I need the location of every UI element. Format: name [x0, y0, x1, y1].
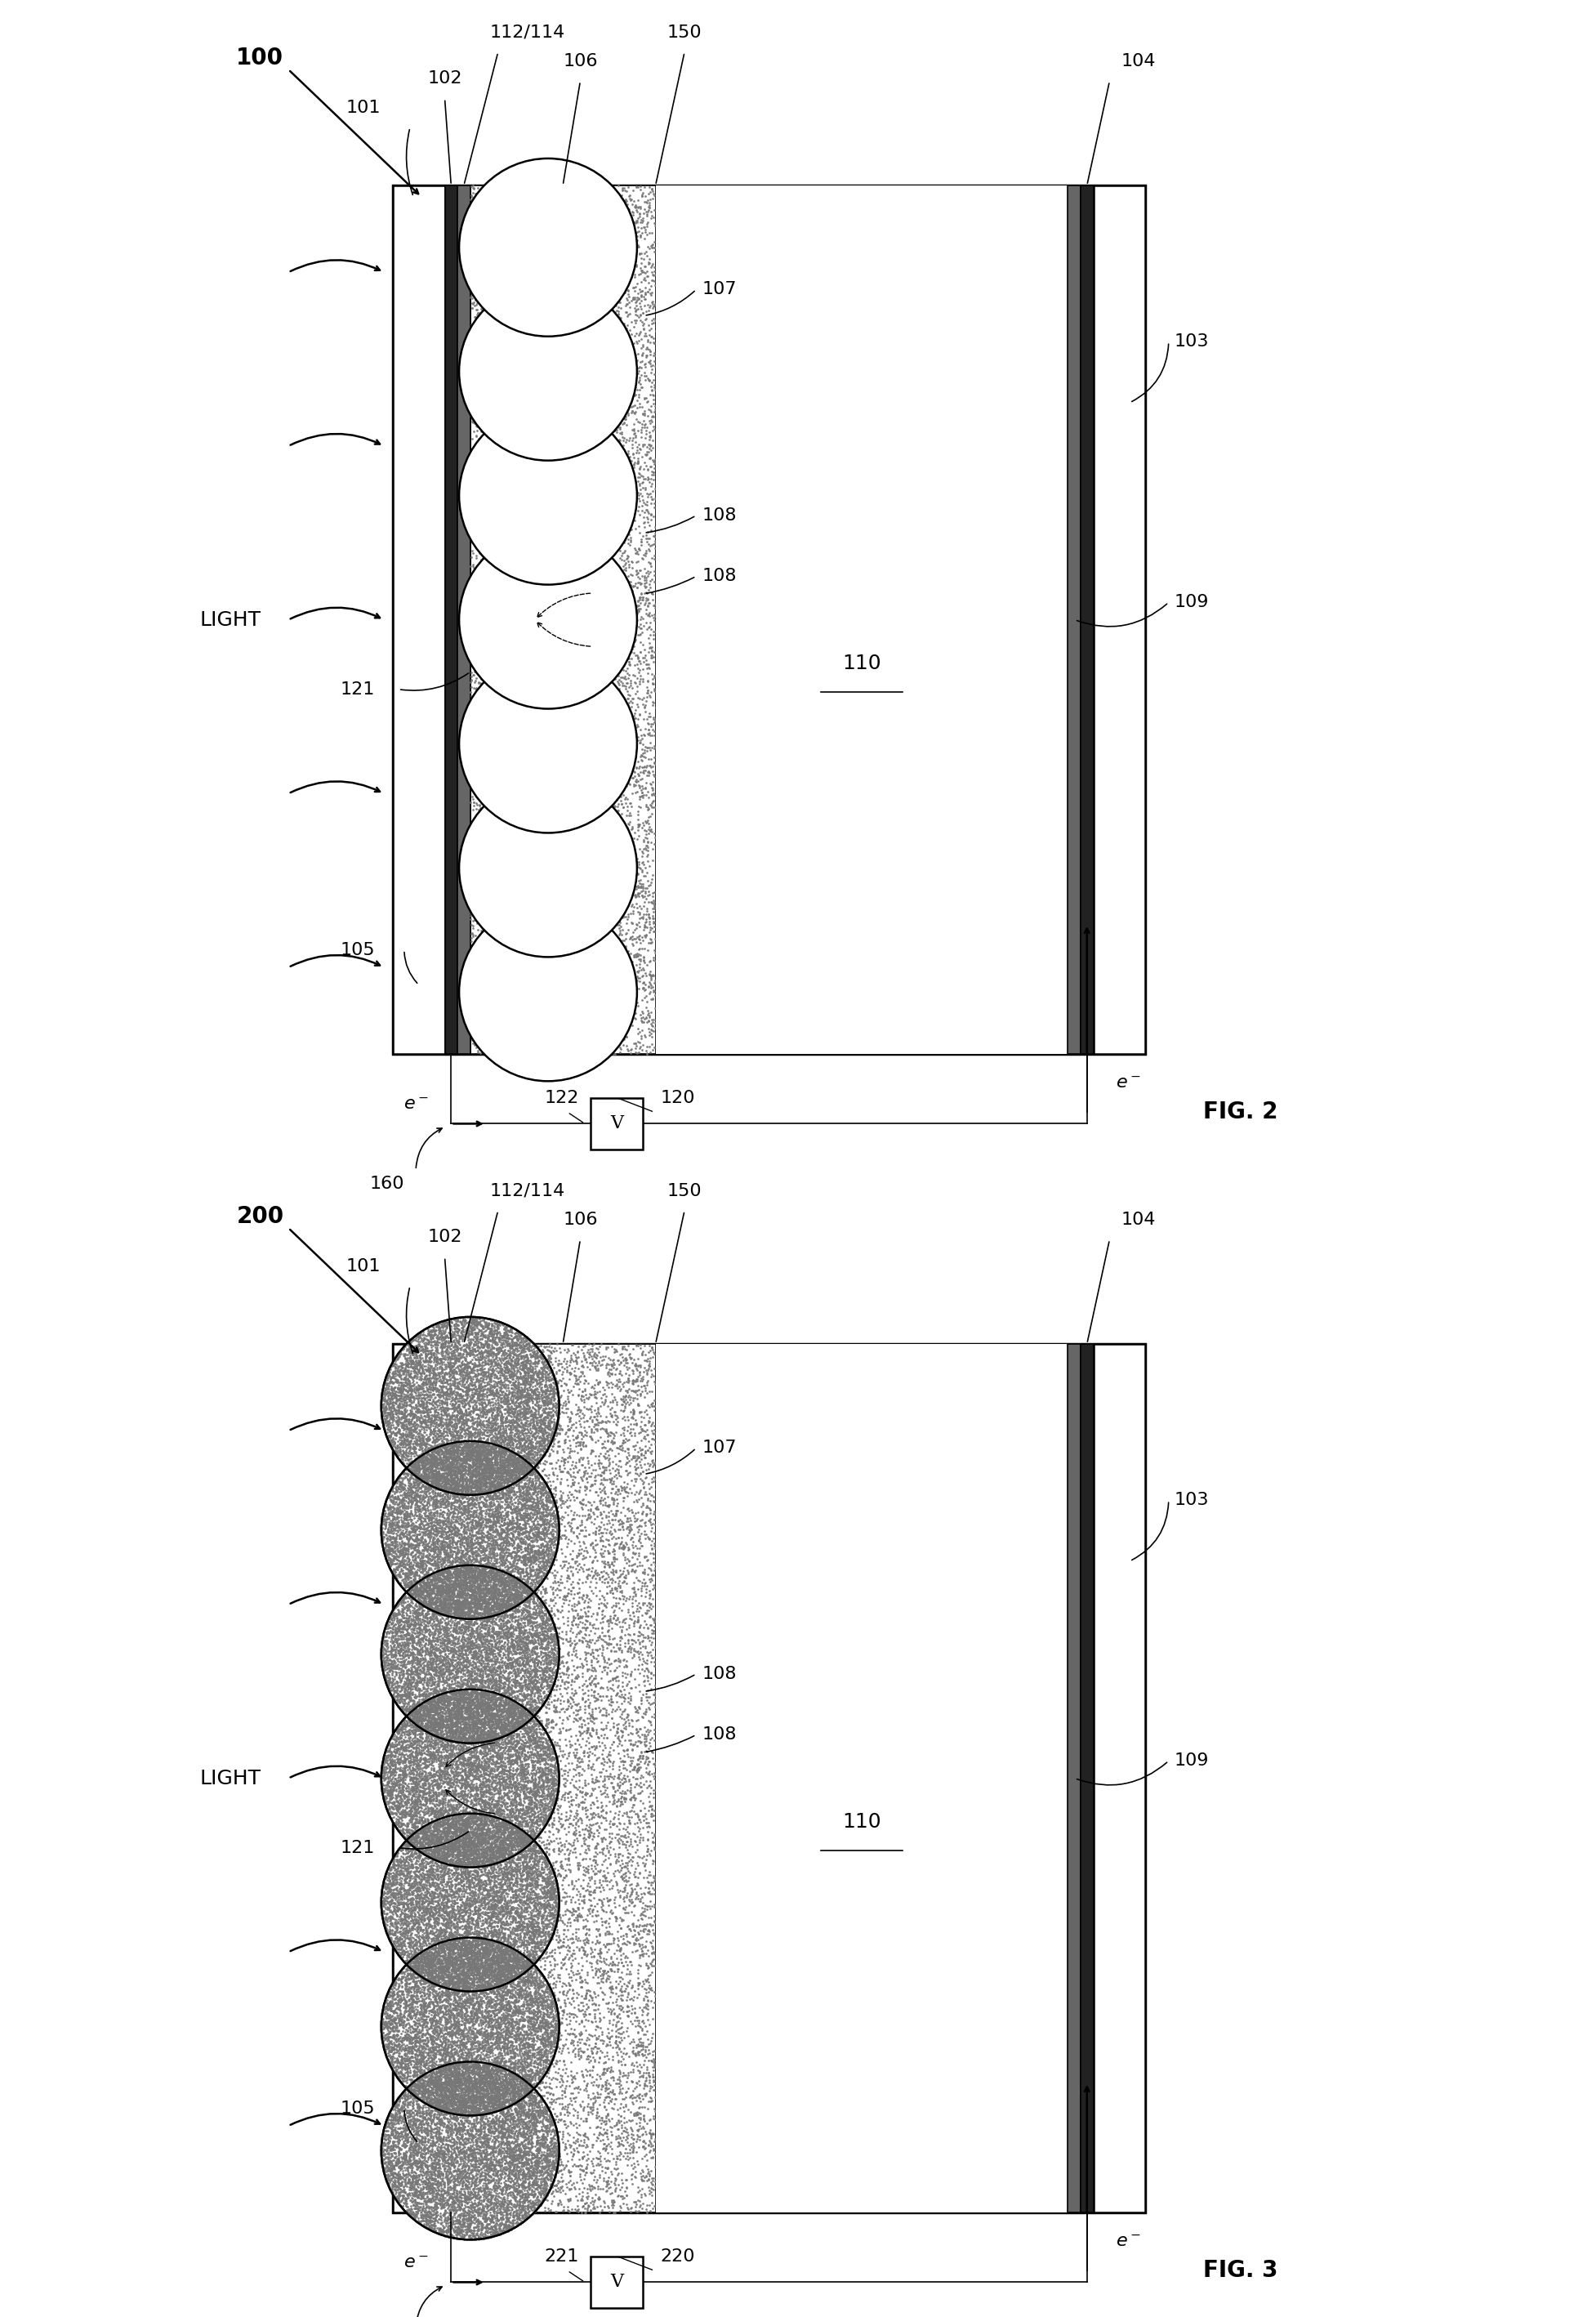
Text: $e^-$: $e^-$: [1116, 1075, 1141, 1091]
Circle shape: [381, 1937, 559, 2115]
Text: 121: 121: [340, 1840, 375, 1856]
Text: 109: 109: [1175, 593, 1210, 612]
Text: 107: 107: [702, 280, 737, 299]
Text: FIG. 2: FIG. 2: [1203, 1101, 1278, 1124]
Text: 109: 109: [1175, 1752, 1210, 1770]
Circle shape: [381, 1316, 559, 1494]
Text: 100: 100: [236, 46, 284, 70]
Text: 112/114: 112/114: [490, 1182, 565, 1200]
Text: 105: 105: [340, 2099, 375, 2118]
Circle shape: [460, 531, 637, 709]
Text: LIGHT: LIGHT: [200, 1768, 262, 1789]
Text: 108: 108: [702, 568, 737, 584]
Bar: [471, 185, 656, 1054]
Bar: [393, 185, 445, 1054]
Text: LIGHT: LIGHT: [200, 609, 262, 630]
Bar: [656, 1344, 1068, 2213]
Bar: [656, 185, 1068, 1054]
Text: 101: 101: [346, 100, 381, 116]
Circle shape: [460, 656, 637, 832]
Circle shape: [381, 2062, 559, 2241]
Text: 102: 102: [428, 1228, 463, 1247]
Bar: [445, 1344, 458, 2213]
Bar: [1093, 185, 1146, 1054]
Text: 105: 105: [340, 941, 375, 959]
Bar: [1080, 1344, 1093, 2213]
Text: 120: 120: [661, 1089, 694, 1108]
Circle shape: [381, 1566, 559, 1742]
Bar: [591, 1098, 643, 1149]
Text: $e^-$: $e^-$: [404, 2254, 429, 2271]
Circle shape: [460, 158, 637, 336]
Bar: [458, 1344, 471, 2213]
Text: 121: 121: [340, 681, 375, 697]
Bar: [445, 185, 458, 1054]
Text: 110: 110: [843, 1812, 881, 1830]
Text: 200: 200: [236, 1205, 284, 1228]
Circle shape: [460, 408, 637, 584]
Text: 103: 103: [1175, 1492, 1210, 1508]
Circle shape: [381, 1689, 559, 1868]
Circle shape: [460, 779, 637, 957]
Circle shape: [460, 904, 637, 1082]
Bar: [1093, 1344, 1146, 2213]
Text: 102: 102: [428, 70, 463, 86]
Text: 221: 221: [544, 2247, 579, 2266]
Bar: [1068, 1344, 1080, 2213]
Bar: [393, 1344, 445, 2213]
Bar: [1068, 185, 1080, 1054]
Text: 160: 160: [370, 1177, 404, 1193]
Text: 220: 220: [661, 2247, 694, 2266]
Circle shape: [381, 1441, 559, 1620]
Text: 108: 108: [702, 1726, 737, 1742]
Bar: [1080, 185, 1093, 1054]
Bar: [458, 185, 471, 1054]
Text: 122: 122: [544, 1089, 579, 1108]
Text: 101: 101: [346, 1258, 381, 1274]
Bar: [393, 185, 1146, 1054]
Text: 106: 106: [563, 1212, 597, 1228]
Bar: [393, 1344, 1146, 2213]
Text: 150: 150: [667, 23, 702, 42]
Bar: [471, 1344, 656, 2213]
Text: 108: 108: [702, 507, 737, 524]
Circle shape: [460, 283, 637, 461]
Text: V: V: [610, 1114, 624, 1133]
Text: 104: 104: [1120, 1212, 1156, 1228]
Bar: [591, 2257, 643, 2308]
Text: 112/114: 112/114: [490, 23, 565, 42]
Text: 150: 150: [667, 1182, 702, 1200]
Text: V: V: [610, 2273, 624, 2292]
Text: 104: 104: [1120, 53, 1156, 70]
Circle shape: [381, 1814, 559, 1990]
Text: 103: 103: [1175, 334, 1210, 350]
Text: 110: 110: [843, 653, 881, 672]
Text: 107: 107: [702, 1439, 737, 1457]
Text: 106: 106: [563, 53, 597, 70]
Text: $e^-$: $e^-$: [1116, 2234, 1141, 2250]
Text: FIG. 3: FIG. 3: [1203, 2259, 1278, 2282]
Text: $e^-$: $e^-$: [404, 1096, 429, 1112]
Text: 108: 108: [702, 1666, 737, 1682]
